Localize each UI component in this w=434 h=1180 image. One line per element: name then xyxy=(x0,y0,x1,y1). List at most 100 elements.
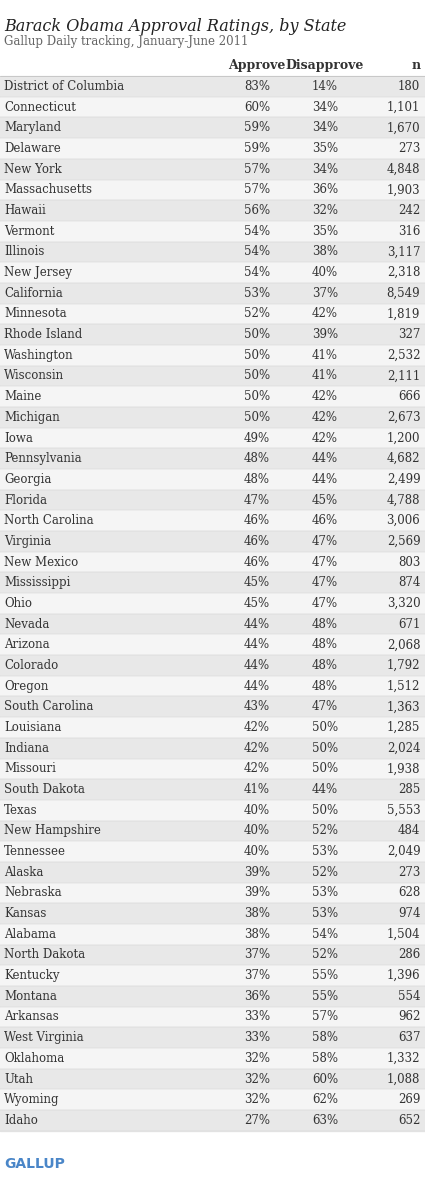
Text: 36%: 36% xyxy=(244,990,270,1003)
Text: 2,068: 2,068 xyxy=(387,638,421,651)
Text: South Carolina: South Carolina xyxy=(4,700,94,714)
Text: Louisiana: Louisiana xyxy=(4,721,62,734)
Text: 35%: 35% xyxy=(312,142,338,155)
Text: 3,320: 3,320 xyxy=(387,597,421,610)
Text: 47%: 47% xyxy=(312,700,338,714)
Text: 40%: 40% xyxy=(244,825,270,838)
Text: 60%: 60% xyxy=(244,100,270,113)
Text: 53%: 53% xyxy=(244,287,270,300)
Bar xyxy=(0,1028,424,1048)
Text: 1,504: 1,504 xyxy=(387,927,421,940)
Text: 45%: 45% xyxy=(312,493,338,506)
Text: 44%: 44% xyxy=(312,452,338,465)
Bar xyxy=(0,779,424,800)
Text: Vermont: Vermont xyxy=(4,224,55,237)
Bar xyxy=(0,221,424,242)
Text: 2,049: 2,049 xyxy=(387,845,421,858)
Text: Nevada: Nevada xyxy=(4,617,49,630)
Bar xyxy=(0,201,424,221)
Text: Iowa: Iowa xyxy=(4,432,33,445)
Text: 45%: 45% xyxy=(244,597,270,610)
Text: 50%: 50% xyxy=(244,328,270,341)
Bar xyxy=(0,427,424,448)
Text: 48%: 48% xyxy=(244,473,270,486)
Text: 44%: 44% xyxy=(244,658,270,671)
Text: West Virginia: West Virginia xyxy=(4,1031,84,1044)
Text: Indiana: Indiana xyxy=(4,742,49,755)
Text: Pennsylvania: Pennsylvania xyxy=(4,452,82,465)
Text: 3,006: 3,006 xyxy=(387,514,421,527)
Text: 41%: 41% xyxy=(312,349,338,362)
Text: Alaska: Alaska xyxy=(4,866,44,879)
Text: New Jersey: New Jersey xyxy=(4,266,72,280)
Text: 83%: 83% xyxy=(244,80,270,93)
Text: Michigan: Michigan xyxy=(4,411,60,424)
Text: Texas: Texas xyxy=(4,804,38,817)
Text: 4,682: 4,682 xyxy=(387,452,421,465)
Bar xyxy=(0,366,424,386)
Text: 46%: 46% xyxy=(244,514,270,527)
Text: Tennessee: Tennessee xyxy=(4,845,66,858)
Bar xyxy=(0,594,424,614)
Text: 50%: 50% xyxy=(312,804,338,817)
Bar xyxy=(0,945,424,965)
Text: 41%: 41% xyxy=(244,784,270,797)
Text: 54%: 54% xyxy=(244,224,270,237)
Text: 48%: 48% xyxy=(312,680,338,693)
Text: 55%: 55% xyxy=(312,990,338,1003)
Text: Delaware: Delaware xyxy=(4,142,61,155)
Text: 34%: 34% xyxy=(312,122,338,135)
Text: 50%: 50% xyxy=(312,721,338,734)
Text: 38%: 38% xyxy=(244,907,270,920)
Bar xyxy=(0,759,424,779)
Text: 44%: 44% xyxy=(244,617,270,630)
Text: Maryland: Maryland xyxy=(4,122,61,135)
Text: 42%: 42% xyxy=(312,411,338,424)
Text: 59%: 59% xyxy=(244,122,270,135)
Bar xyxy=(0,738,424,759)
Text: 32%: 32% xyxy=(312,204,338,217)
Bar xyxy=(0,717,424,738)
Text: 53%: 53% xyxy=(312,907,338,920)
Text: 273: 273 xyxy=(398,142,421,155)
Text: 637: 637 xyxy=(398,1031,421,1044)
Text: 1,903: 1,903 xyxy=(387,183,421,196)
Text: Kentucky: Kentucky xyxy=(4,969,60,982)
Text: 974: 974 xyxy=(398,907,421,920)
Text: 32%: 32% xyxy=(244,1051,270,1064)
Text: 50%: 50% xyxy=(312,762,338,775)
Bar xyxy=(0,552,424,572)
Text: 40%: 40% xyxy=(312,266,338,280)
Bar xyxy=(0,1110,424,1130)
Text: 47%: 47% xyxy=(312,597,338,610)
Bar xyxy=(0,1089,424,1110)
Bar xyxy=(0,655,424,676)
Text: 1,101: 1,101 xyxy=(387,100,421,113)
Text: 269: 269 xyxy=(398,1093,421,1106)
Text: 50%: 50% xyxy=(312,742,338,755)
Text: 44%: 44% xyxy=(244,680,270,693)
Text: Barack Obama Approval Ratings, by State: Barack Obama Approval Ratings, by State xyxy=(4,18,347,34)
Text: 49%: 49% xyxy=(244,432,270,445)
Text: Missouri: Missouri xyxy=(4,762,56,775)
Text: 37%: 37% xyxy=(312,287,338,300)
Bar xyxy=(0,97,424,118)
Text: 180: 180 xyxy=(398,80,421,93)
Text: 52%: 52% xyxy=(312,949,338,962)
Text: 50%: 50% xyxy=(244,411,270,424)
Text: 37%: 37% xyxy=(244,949,270,962)
Text: 54%: 54% xyxy=(312,927,338,940)
Text: 48%: 48% xyxy=(312,658,338,671)
Text: 3,117: 3,117 xyxy=(387,245,421,258)
Text: 44%: 44% xyxy=(312,473,338,486)
Text: 57%: 57% xyxy=(244,163,270,176)
Bar xyxy=(0,468,424,490)
Text: Hawaii: Hawaii xyxy=(4,204,46,217)
Text: Utah: Utah xyxy=(4,1073,33,1086)
Text: 52%: 52% xyxy=(312,825,338,838)
Text: 1,819: 1,819 xyxy=(387,308,421,321)
Text: 1,792: 1,792 xyxy=(387,658,421,671)
Text: 803: 803 xyxy=(398,556,421,569)
Text: 4,788: 4,788 xyxy=(387,493,421,506)
Text: 34%: 34% xyxy=(312,163,338,176)
